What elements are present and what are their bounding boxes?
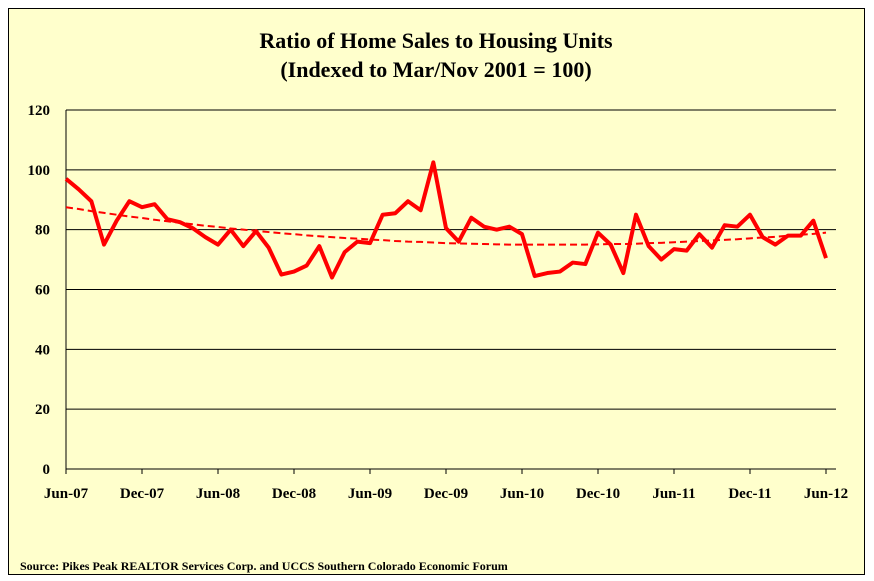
x-tick-label: Dec-10 <box>576 486 620 502</box>
y-tick-label: 100 <box>28 163 51 179</box>
x-tick-label: Jun-07 <box>44 486 89 502</box>
y-tick-label: 40 <box>35 342 50 358</box>
x-tick-label: Jun-11 <box>652 486 695 502</box>
x-tick-label: Jun-12 <box>804 486 848 502</box>
chart-subtitle: (Indexed to Mar/Nov 2001 = 100) <box>280 57 591 82</box>
chart-title: Ratio of Home Sales to Housing Units <box>259 28 613 53</box>
data-line <box>64 160 828 280</box>
x-tick-label: Jun-08 <box>196 486 240 502</box>
x-tick-label: Jun-10 <box>500 486 544 502</box>
x-tick-label: Dec-08 <box>272 486 316 502</box>
y-tick-label: 120 <box>28 103 51 119</box>
y-tick-label: 60 <box>35 283 50 299</box>
x-tick-label: Jun-09 <box>348 486 392 502</box>
source-note: Source: Pikes Peak REALTOR Services Corp… <box>20 559 508 573</box>
y-tick-label: 20 <box>35 402 50 418</box>
trend-line <box>65 206 827 246</box>
y-tick-label: 0 <box>43 462 51 478</box>
x-tick-label: Dec-07 <box>120 486 165 502</box>
y-tick-label: 80 <box>35 223 50 239</box>
chart-background <box>8 8 865 575</box>
x-tick-label: Dec-11 <box>728 486 771 502</box>
x-tick-label: Dec-09 <box>424 486 468 502</box>
